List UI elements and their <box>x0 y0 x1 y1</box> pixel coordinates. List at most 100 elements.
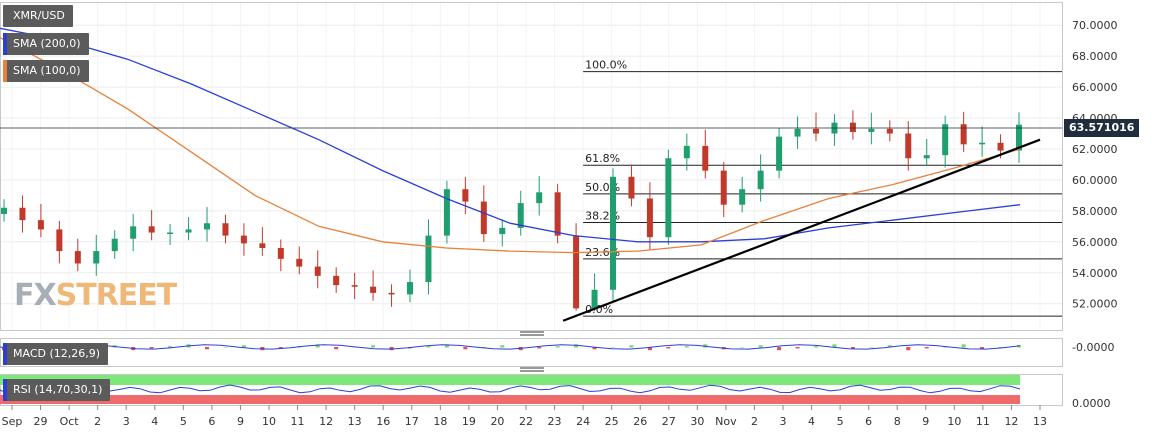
sma100-legend[interactable]: SMA (100,0) <box>3 60 89 82</box>
x-tick-label: 30 <box>690 415 704 428</box>
candle-body <box>56 229 63 252</box>
macd-line <box>0 344 1021 350</box>
candle <box>19 195 26 233</box>
macd-panel: -0.0000 <box>0 331 1114 367</box>
x-tick-label: Sep <box>2 415 23 428</box>
candle <box>591 273 598 311</box>
candle <box>333 267 340 293</box>
candle-body <box>776 136 783 171</box>
macd-histogram-bar <box>795 347 800 349</box>
candle-body <box>240 235 247 244</box>
candle <box>185 217 192 241</box>
sma200-line <box>0 27 1021 243</box>
candle-body <box>74 251 81 264</box>
candle-body <box>720 170 727 205</box>
candle <box>831 114 838 146</box>
macd-histogram-bar <box>814 346 818 348</box>
x-tick-label: 11 <box>976 415 990 428</box>
candle <box>56 220 63 264</box>
macd-histogram-bar <box>537 347 542 349</box>
fxstreet-logo: FXSTREET <box>14 278 177 313</box>
macd-histogram-bar <box>924 347 929 349</box>
macd-tick-label: -0.0000 <box>1072 341 1114 354</box>
macd-histogram-bar <box>832 344 837 348</box>
candle <box>942 115 949 168</box>
macd-histogram-bar <box>481 347 486 348</box>
candle-body <box>314 266 321 276</box>
candle <box>665 149 672 245</box>
candle <box>130 213 137 252</box>
candle <box>296 246 303 275</box>
candle <box>905 121 912 171</box>
candle <box>628 164 635 207</box>
candle <box>443 180 450 244</box>
candle <box>776 128 783 179</box>
candle-body <box>960 124 967 145</box>
candle-body <box>979 142 986 145</box>
macd-histogram-bar <box>426 346 431 348</box>
candle <box>462 176 469 214</box>
fib-label: 0.0% <box>585 303 613 316</box>
candle <box>1016 112 1022 163</box>
candle-body <box>462 189 469 202</box>
candle-body <box>886 128 893 134</box>
macd-histogram-bar <box>887 345 892 348</box>
candle <box>794 116 801 149</box>
trendline <box>562 138 1041 322</box>
candle-body <box>942 124 949 156</box>
x-tick-label: 9 <box>922 415 929 428</box>
candle-body <box>591 289 598 309</box>
candle <box>259 227 266 256</box>
x-tick-label: 27 <box>662 415 676 428</box>
macd-histogram-bar <box>740 347 745 348</box>
macd-histogram-bar <box>205 347 209 350</box>
candle <box>868 112 875 145</box>
macd-histogram-bar <box>777 347 782 351</box>
candle-body <box>628 176 635 199</box>
candle-body <box>480 201 487 235</box>
x-tick-label: 2 <box>751 415 758 428</box>
macd-histogram-bar <box>758 345 763 348</box>
candle-body <box>204 223 210 230</box>
macd-histogram-bar <box>500 345 505 348</box>
y-tick-label: 52.0000 <box>1072 298 1118 311</box>
candle <box>204 207 210 242</box>
x-tick-label: Nov <box>715 415 737 428</box>
y-tick-label: 66.0000 <box>1072 81 1118 94</box>
candle-body <box>93 251 100 264</box>
sma200-legend[interactable]: SMA (200,0) <box>3 33 89 55</box>
candle-body <box>739 189 746 205</box>
fib-label: 61.8% <box>585 152 620 165</box>
rsi-legend[interactable]: RSI (14,70,30,1) <box>3 379 111 401</box>
macd-histogram-bar <box>980 347 985 350</box>
candlesticks <box>1 110 1022 311</box>
candle <box>111 230 118 259</box>
candle-body <box>111 238 118 252</box>
y-tick-label: 60.0000 <box>1072 174 1118 187</box>
macd-histogram-bar <box>444 344 449 348</box>
candle <box>167 224 174 245</box>
macd-histogram-bar <box>168 346 173 348</box>
x-tick-label: 5 <box>180 415 187 428</box>
macd-legend[interactable]: MACD (12,26,9) <box>3 343 109 365</box>
macd-frame <box>0 338 1063 367</box>
macd-histogram-bar <box>315 344 320 348</box>
macd-histogram-bar <box>223 347 228 348</box>
macd-histogram-bar <box>906 347 911 351</box>
macd-histogram-bar <box>278 347 283 349</box>
candle <box>407 269 413 303</box>
x-tick-label: 5 <box>837 415 844 428</box>
rsi-oversold-band <box>0 395 1020 404</box>
macd-histogram-bar <box>647 347 652 351</box>
x-tick-label: Oct <box>60 415 80 428</box>
x-tick-label: 6 <box>865 415 872 428</box>
candle <box>370 270 377 301</box>
candle <box>240 223 247 256</box>
candle-body <box>554 192 561 236</box>
candle <box>739 176 746 213</box>
macd-histogram-bar <box>850 347 855 350</box>
x-tick-label: 25 <box>605 415 619 428</box>
y-tick-label: 62.0000 <box>1072 143 1118 156</box>
x-tick-label: 4 <box>808 415 815 428</box>
